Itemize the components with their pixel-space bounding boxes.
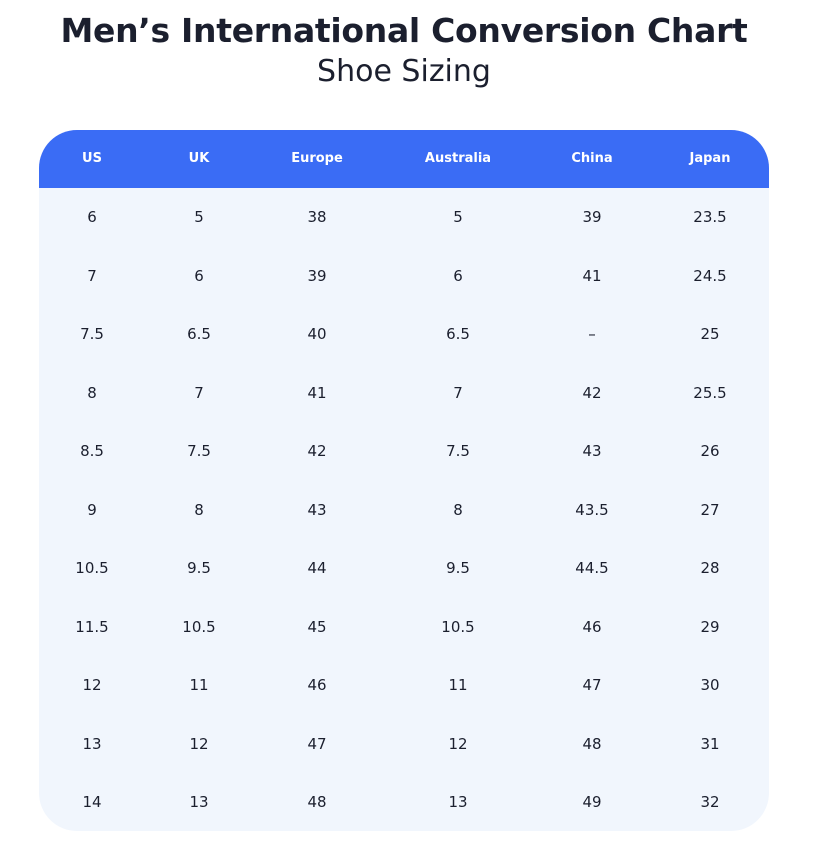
- table-cell-australia: 6.5: [446, 325, 470, 343]
- table-cell-europe: 40: [307, 325, 327, 343]
- table-cell-us: 7.5: [80, 325, 104, 343]
- table-cell-china: 48: [582, 734, 602, 753]
- table-cell-uk: 6: [194, 266, 204, 285]
- table-cell-china: 43: [582, 442, 602, 460]
- table-cell-us: 13: [82, 734, 102, 753]
- table-cell-uk: 13: [189, 793, 209, 811]
- table-cell-uk: 10.5: [182, 617, 216, 636]
- table-cell-europe: 46: [307, 676, 327, 694]
- table-cell-japan: 25: [700, 325, 720, 343]
- table-cell-uk: 9.5: [187, 559, 211, 577]
- table-cell-uk: 11: [189, 676, 209, 694]
- table-cell-us: 10.5: [75, 559, 109, 577]
- table-cell-europe: 43: [307, 500, 327, 519]
- table-cell-uk: 5: [194, 208, 204, 226]
- column-header-europe: Europe: [291, 151, 343, 166]
- table-header: US UK Europe Australia China Japan: [39, 130, 769, 188]
- table-cell-australia: 6: [453, 266, 463, 285]
- table-cell-uk: 6.5: [187, 325, 211, 343]
- table-cell-japan: 24.5: [693, 266, 727, 285]
- table-cell-uk: 7.5: [187, 442, 211, 460]
- table-cell-australia: 8: [453, 500, 463, 519]
- table-cell-us: 9: [87, 500, 97, 519]
- chart-subtitle: Shoe Sizing: [317, 54, 491, 89]
- table-cell-europe: 44: [307, 559, 327, 577]
- table-cell-australia: 10.5: [441, 617, 475, 636]
- table-cell-china: 44.5: [575, 559, 609, 577]
- table-cell-japan: 28: [700, 559, 720, 577]
- table-cell-europe: 42: [307, 442, 327, 460]
- chart-title: Men’s International Conversion Chart: [60, 11, 748, 50]
- table-cell-uk: 12: [189, 734, 209, 753]
- table-cell-europe: 41: [307, 383, 327, 402]
- table-cell-us: 14: [82, 793, 102, 811]
- table-cell-europe: 39: [307, 266, 327, 285]
- table-cell-china: 43.5: [575, 500, 609, 519]
- table-cell-uk: 7: [194, 383, 204, 402]
- table-cell-us: 8.5: [80, 442, 104, 460]
- table-cell-australia: 11: [448, 676, 468, 694]
- table-cell-japan: 27: [700, 500, 720, 519]
- table-cell-europe: 45: [307, 617, 327, 636]
- table-cell-uk: 8: [194, 500, 204, 519]
- table-cell-us: 11.5: [75, 617, 109, 636]
- column-header-china: China: [571, 151, 613, 166]
- table-cell-china: 49: [582, 793, 602, 811]
- table-cell-australia: 9.5: [446, 559, 470, 577]
- table-cell-australia: 5: [453, 208, 463, 226]
- table-cell-china: 46: [582, 617, 602, 636]
- table-cell-china: 42: [582, 383, 602, 402]
- column-header-australia: Australia: [424, 151, 492, 166]
- table-cell-china: 39: [582, 208, 602, 226]
- table-cell-china: 41: [582, 266, 602, 285]
- column-header-uk: UK: [188, 151, 210, 166]
- table-cell-europe: 38: [307, 208, 327, 226]
- table-cell-australia: 7.5: [446, 442, 470, 460]
- table-cell-china: –: [588, 325, 596, 343]
- table-cell-japan: 25.5: [693, 383, 727, 402]
- table-cell-japan: 23.5: [693, 208, 727, 226]
- table-cell-japan: 31: [700, 734, 720, 753]
- conversion-table: US UK Europe Australia China Japan 6 5 38 5 39 23.…: [39, 130, 769, 831]
- column-header-us: US: [82, 151, 102, 166]
- table-cell-us: 12: [82, 676, 102, 694]
- table-cell-australia: 13: [448, 793, 468, 811]
- table-cell-europe: 47: [307, 734, 327, 753]
- table-cell-australia: 12: [448, 734, 468, 753]
- table-cell-japan: 26: [700, 442, 720, 460]
- table-cell-europe: 48: [307, 793, 327, 811]
- column-header-japan: Japan: [689, 151, 731, 166]
- table-cell-us: 7: [87, 266, 97, 285]
- table-cell-japan: 32: [700, 793, 720, 811]
- table-cell-japan: 29: [700, 617, 720, 636]
- table-cell-australia: 7: [453, 383, 463, 402]
- table-cell-japan: 30: [700, 676, 720, 694]
- table-cell-us: 8: [87, 383, 97, 402]
- table-cell-us: 6: [87, 208, 97, 226]
- table-cell-china: 47: [582, 676, 602, 694]
